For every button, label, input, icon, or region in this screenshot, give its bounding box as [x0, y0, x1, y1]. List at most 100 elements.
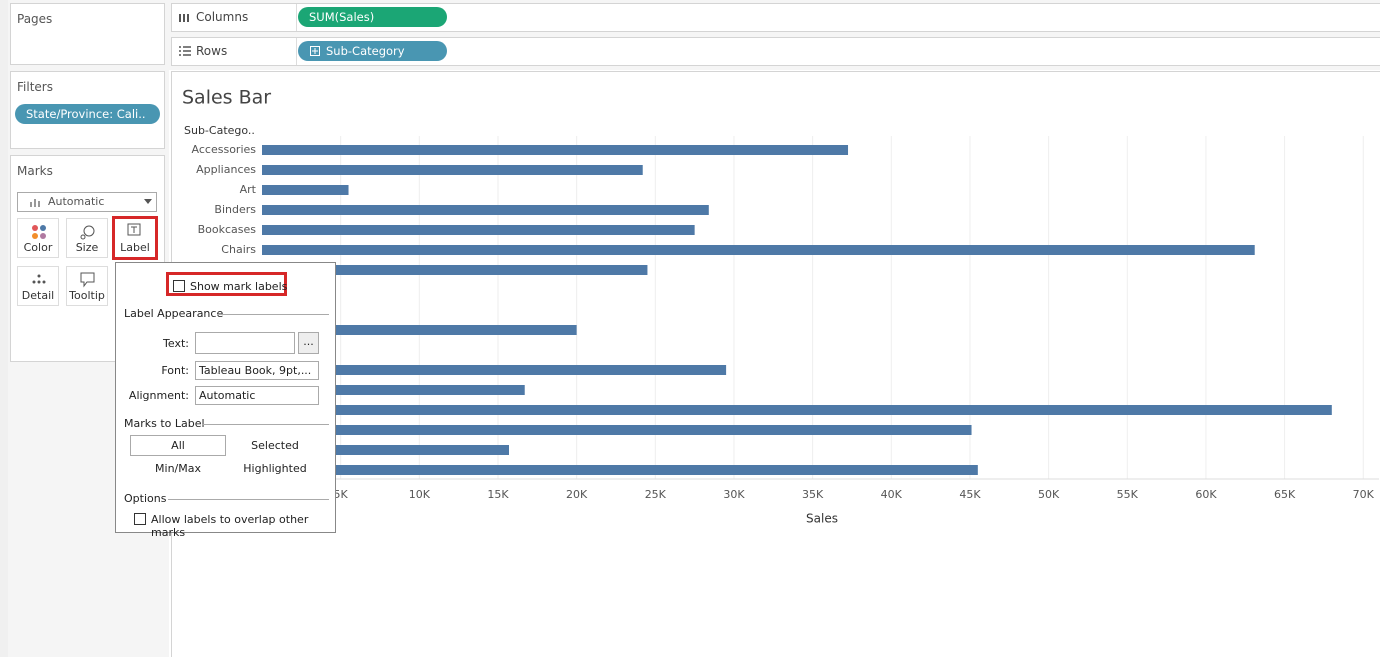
columns-icon: [179, 14, 189, 22]
rows-shelf: Rows Sub-Category: [171, 37, 1380, 66]
mark-type: Automatic: [48, 195, 105, 208]
bar: [262, 245, 1255, 255]
label-label: Label: [120, 241, 150, 254]
y-tick-label: Art: [240, 183, 257, 196]
x-tick-label: 65K: [1274, 488, 1296, 501]
detail-icon: [32, 274, 46, 284]
x-tick-label: 15K: [487, 488, 509, 501]
bar: [262, 385, 525, 395]
text-more-button[interactable]: ...: [298, 332, 319, 354]
bar: [262, 225, 695, 235]
x-tick-label: 5K: [334, 488, 349, 501]
bar: [262, 465, 978, 475]
overlap-checkbox[interactable]: [134, 513, 146, 525]
tooltip-icon: [80, 272, 95, 288]
mark-type-icon: [30, 199, 40, 207]
bar: [262, 185, 349, 195]
label-popup: Show mark labels Label Appearance Text: …: [115, 262, 336, 539]
x-tick-label: 70K: [1353, 488, 1375, 501]
y-tick-label: Accessories: [192, 143, 257, 156]
chart-title: Sales Bar: [182, 87, 271, 109]
bar: [262, 425, 972, 435]
label-icon: [127, 223, 141, 236]
tooltip-label: Tooltip: [69, 289, 105, 302]
show-labels-text: Show mark labels: [190, 280, 288, 293]
y-tick-label: Binders: [214, 203, 256, 216]
x-tick-label: 20K: [566, 488, 588, 501]
detail-label: Detail: [21, 289, 55, 302]
font-dropdown[interactable]: Tableau Book, 9pt,...: [195, 361, 319, 380]
text-field[interactable]: [195, 332, 295, 354]
color-label: Color: [23, 241, 53, 254]
separator: [217, 314, 329, 315]
y-tick-label: Chairs: [221, 243, 256, 256]
separator: [202, 424, 329, 425]
y-tick-label: Appliances: [196, 163, 256, 176]
expand-icon: [310, 46, 320, 56]
separator: [168, 499, 329, 500]
bar: [262, 165, 643, 175]
x-tick-label: 55K: [1117, 488, 1139, 501]
rows-pill-text: Sub-Category: [326, 44, 405, 58]
y-axis-header: Sub-Catego..: [184, 124, 255, 137]
options-heading: Options: [124, 492, 167, 505]
columns-label: Columns: [196, 10, 249, 24]
label-button[interactable]: Label: [112, 216, 158, 260]
bar: [262, 145, 849, 155]
divider: [296, 38, 297, 65]
size-label: Size: [75, 241, 99, 254]
show-labels-checkbox[interactable]: [173, 280, 185, 292]
rows-icon: [179, 46, 191, 56]
alignment-dropdown[interactable]: Automatic: [195, 386, 319, 405]
pages-card: Pages: [10, 3, 165, 65]
color-button[interactable]: Color: [17, 218, 59, 258]
appearance-heading: Label Appearance: [124, 307, 224, 320]
option-highlighted[interactable]: Highlighted: [243, 462, 307, 475]
color-icon: [32, 225, 46, 239]
x-axis-label: Sales: [806, 512, 838, 526]
bar: [262, 265, 648, 275]
alignment-label: Alignment:: [128, 389, 189, 402]
y-tick-label: Bookcases: [198, 223, 257, 236]
detail-button[interactable]: Detail: [17, 266, 59, 306]
option-minmax[interactable]: Min/Max: [155, 462, 201, 475]
bar: [262, 325, 577, 335]
filters-title: Filters: [17, 80, 53, 94]
mark-type-dropdown[interactable]: Automatic: [17, 192, 157, 212]
font-label: Font:: [161, 364, 189, 377]
columns-pill[interactable]: SUM(Sales): [298, 7, 447, 27]
x-tick-label: 30K: [723, 488, 745, 501]
x-tick-label: 35K: [802, 488, 824, 501]
size-icon: [80, 225, 95, 240]
size-button[interactable]: Size: [66, 218, 108, 258]
dropdown-arrow: [144, 199, 152, 204]
filters-card: Filters State/Province: Cali..: [10, 71, 165, 149]
option-selected[interactable]: Selected: [251, 439, 299, 452]
x-tick-label: 10K: [409, 488, 431, 501]
overlap-text: Allow labels to overlap other marks: [151, 513, 309, 539]
bar: [262, 405, 1332, 415]
divider: [296, 4, 297, 31]
filter-pill[interactable]: State/Province: Cali..: [15, 104, 160, 124]
bar: [262, 445, 509, 455]
rows-label: Rows: [196, 44, 228, 58]
marks-to-label-heading: Marks to Label: [124, 417, 205, 430]
highlight-box: [166, 272, 287, 296]
x-tick-label: 40K: [881, 488, 903, 501]
marks-title: Marks: [17, 164, 53, 178]
option-all[interactable]: All: [130, 435, 226, 456]
chart: Sales Bar Sub-Catego.. Sales 5K 10K 15K 20K…: [171, 71, 1380, 657]
bar: [262, 365, 727, 375]
x-tick-label: 25K: [645, 488, 667, 501]
x-tick-label: 45K: [959, 488, 981, 501]
tooltip-button[interactable]: Tooltip: [66, 266, 108, 306]
rows-pill[interactable]: Sub-Category: [298, 41, 447, 61]
bar: [262, 205, 709, 215]
columns-shelf: Columns SUM(Sales): [171, 3, 1380, 32]
x-tick-label: 60K: [1195, 488, 1217, 501]
pages-title: Pages: [17, 12, 53, 26]
text-field-label: Text:: [163, 337, 189, 350]
side-strip: [0, 0, 8, 657]
x-tick-label: 50K: [1038, 488, 1060, 501]
